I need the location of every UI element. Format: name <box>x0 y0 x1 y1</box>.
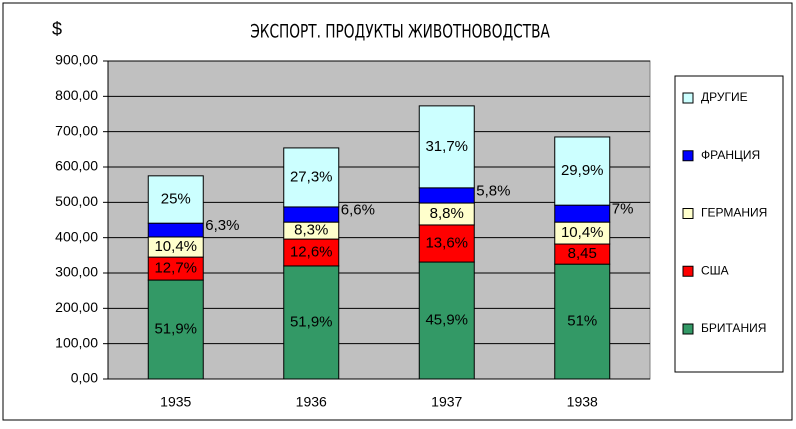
y-tick-label: 700,00 <box>55 122 98 138</box>
data-label: 7% <box>612 201 634 218</box>
y-tick-label: 100,00 <box>55 334 98 350</box>
x-tick-label: 1935 <box>160 394 191 410</box>
bar-segment <box>418 261 475 380</box>
data-label: 51% <box>567 313 597 330</box>
y-tick-label: 300,00 <box>55 264 98 280</box>
bar-segment <box>418 187 475 204</box>
data-label: 45,9% <box>425 311 468 328</box>
y-tick-label: 900,00 <box>55 52 98 68</box>
data-label: 51,9% <box>290 313 333 330</box>
data-label: 8,45 <box>568 245 597 262</box>
data-label: 51,9% <box>154 321 197 338</box>
data-label: 5,8% <box>476 182 510 199</box>
bar-segment <box>147 222 204 238</box>
y-tick-label: 500,00 <box>55 193 98 209</box>
legend-label: США <box>701 263 729 277</box>
data-label: 31,7% <box>425 138 468 155</box>
y-axis-label: $ <box>52 19 62 39</box>
legend-label: ФРАНЦИЯ <box>701 148 760 162</box>
data-label: 6,3% <box>205 217 239 234</box>
y-tick-label: 600,00 <box>55 158 98 174</box>
data-label: 13,6% <box>425 234 468 251</box>
data-label: 27,3% <box>290 168 333 185</box>
bar-segment <box>147 175 204 224</box>
data-label: 25% <box>161 190 191 207</box>
x-tick-label: 1936 <box>296 394 327 410</box>
bar-segment <box>418 105 475 189</box>
y-tick-label: 200,00 <box>55 299 98 315</box>
data-label: 12,7% <box>154 260 197 277</box>
legend-label: БРИТАНИЯ <box>701 321 766 335</box>
bar-segment <box>283 206 340 223</box>
bar-segment <box>554 263 611 380</box>
bar-segment <box>418 224 475 263</box>
data-label: 6,6% <box>341 201 375 218</box>
bar-segment <box>283 265 340 380</box>
x-tick-label: 1937 <box>431 394 462 410</box>
data-label: 8,8% <box>430 205 464 222</box>
legend-label: ДРУГИЕ <box>701 90 748 104</box>
data-label: 8,3% <box>294 222 328 239</box>
legend-box <box>674 75 784 373</box>
legend-marker <box>682 208 694 219</box>
bar-segment <box>283 147 340 208</box>
y-tick-label: 0,00 <box>71 370 98 386</box>
y-tick-label: 800,00 <box>55 87 98 103</box>
legend-marker <box>682 92 694 104</box>
legend-label: ГЕРМАНИЯ <box>701 206 767 220</box>
bar-segment <box>554 204 611 223</box>
y-tick-label: 400,00 <box>55 228 98 244</box>
bar-segment <box>283 238 340 267</box>
data-label: 12,6% <box>290 243 333 260</box>
data-label: 10,4% <box>561 224 604 241</box>
legend-marker <box>682 150 694 162</box>
chart-title: ЭКСПОРТ. ПРОДУКТЫ ЖИВОТНОВОДСТВА <box>250 21 550 43</box>
bar-segment <box>554 136 611 206</box>
data-label: 10,4% <box>154 238 197 255</box>
legend-marker <box>682 323 694 335</box>
legend-marker <box>682 265 694 277</box>
data-label: 29,9% <box>561 162 604 179</box>
x-tick-label: 1938 <box>567 394 598 410</box>
